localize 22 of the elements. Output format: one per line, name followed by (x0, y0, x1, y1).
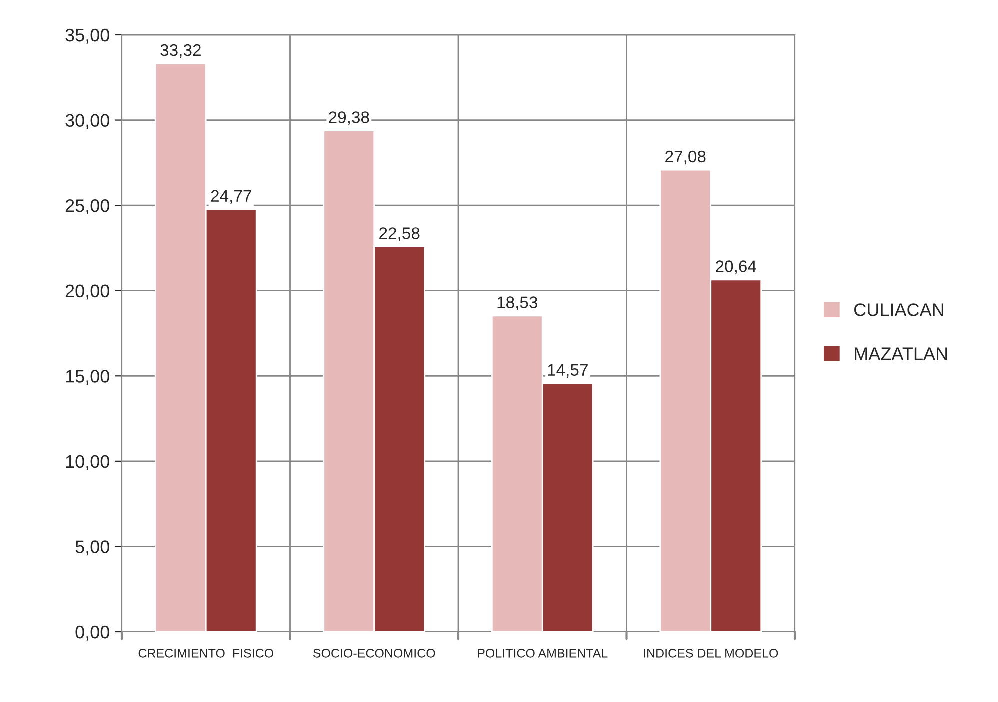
data-label: 14,57 (548, 364, 588, 378)
x-tick-label: SOCIO-ECONOMICO (313, 648, 436, 658)
data-label: 18,53 (498, 296, 538, 310)
data-label: 20,64 (716, 260, 756, 274)
data-label: 33,32 (160, 44, 201, 58)
y-tick-label: 0,00 (76, 626, 110, 641)
y-tick-label: 35,00 (66, 28, 110, 44)
y-tick-label: 20,00 (66, 284, 110, 300)
legend-label: MAZATLAN (855, 348, 948, 360)
data-label: 27,08 (666, 150, 706, 165)
data-label: 24,77 (211, 190, 252, 204)
data-label: 22,58 (380, 228, 420, 242)
y-tick-label: 10,00 (66, 455, 110, 470)
y-tick-label: 5,00 (76, 540, 110, 556)
x-tick-label: INDICES DEL MODELO (644, 648, 778, 658)
x-tick-label: CRECIMIENTO FISICO (138, 648, 274, 658)
x-tick-label: POLITICO AMBIENTAL (478, 648, 608, 658)
data-label: 29,38 (329, 112, 370, 126)
y-tick-label: 15,00 (66, 370, 110, 385)
y-tick-label: 30,00 (66, 114, 110, 130)
y-tick-label: 25,00 (66, 200, 110, 214)
legend-label: CULIACAN (854, 304, 944, 316)
